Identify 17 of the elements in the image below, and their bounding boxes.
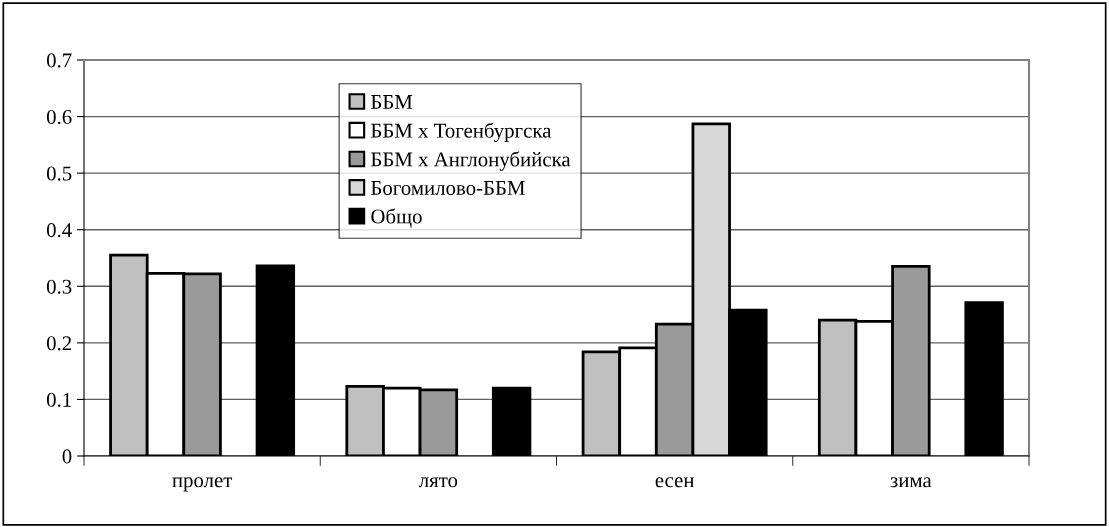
x-tick-label: лято bbox=[418, 477, 458, 488]
y-tick-label: 0.4 bbox=[46, 223, 72, 238]
y-tick-label: 0.7 bbox=[46, 53, 72, 68]
y-tick-label: 0 bbox=[62, 449, 72, 464]
x-tick-label: пролет bbox=[172, 477, 233, 492]
legend-label: ББМ bbox=[371, 95, 413, 109]
legend-label: ББМ х Англонубийска bbox=[371, 151, 571, 171]
y-tick-label: 0.6 bbox=[46, 109, 72, 125]
legend-label: Общо bbox=[371, 208, 422, 228]
y-tick-label: 0.3 bbox=[46, 279, 72, 294]
y-tick-label: 0.5 bbox=[46, 166, 72, 181]
x-tick-label: зима bbox=[890, 477, 932, 488]
y-tick-label: 0.2 bbox=[46, 336, 72, 351]
legend-label: Богомилово-ББМ bbox=[371, 181, 525, 195]
y-tick-label: 0.1 bbox=[46, 392, 71, 407]
legend-label: ББМ х Тогенбургска bbox=[371, 122, 552, 142]
x-tick-label: есен bbox=[655, 477, 694, 488]
